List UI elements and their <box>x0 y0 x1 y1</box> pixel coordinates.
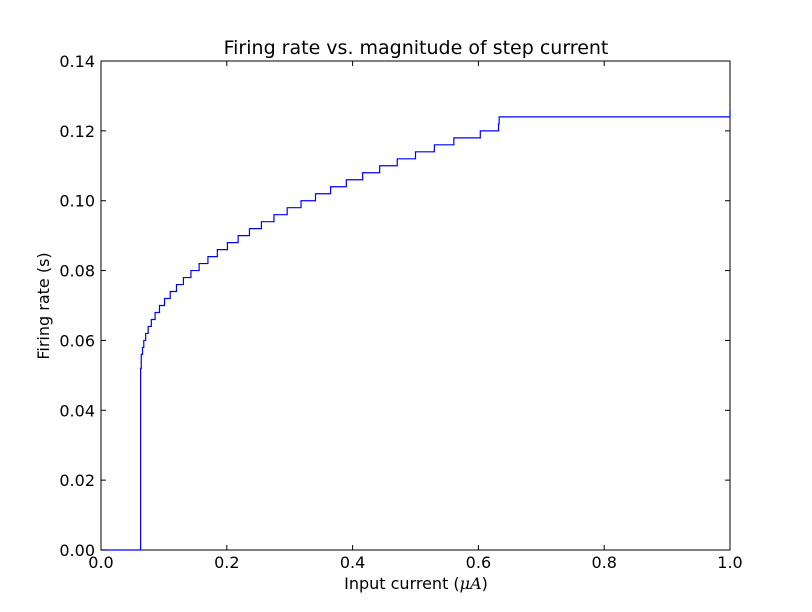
y-tick-label: 0.06 <box>59 331 95 350</box>
series-line-0 <box>101 109 731 551</box>
plot-area: 0.0 0.2 0.4 0.6 0.8 1.0 0.00 0.02 0.04 0.06 0.08 0.… <box>59 52 742 572</box>
x-axis-label-close: ) <box>482 574 488 593</box>
x-tick-label: 0.6 <box>466 553 491 572</box>
y-tick-label: 0.08 <box>59 262 95 281</box>
y-tick-label: 0.10 <box>59 192 95 211</box>
y-tick-label: 0.00 <box>59 541 95 560</box>
x-tick-label: 0.2 <box>214 553 239 572</box>
x-tick-label: 0.0 <box>88 553 113 572</box>
x-tick-label: 1.0 <box>717 553 742 572</box>
x-axis-label-text: Input current ( <box>344 574 460 593</box>
x-tick-label: 0.4 <box>340 553 365 572</box>
y-tick-label: 0.14 <box>59 52 95 71</box>
y-tick-label: 0.04 <box>59 401 95 420</box>
y-tick-label: 0.12 <box>59 122 95 141</box>
plot-frame <box>100 60 731 551</box>
y-axis-label: Firing rate (s) <box>34 252 53 359</box>
x-axis-label-unit: μA <box>460 574 482 593</box>
y-tick-label: 0.02 <box>59 471 95 490</box>
chart-title: Firing rate vs. magnitude of step curren… <box>224 37 609 59</box>
x-tick-label: 0.8 <box>591 553 616 572</box>
x-axis-label: Input current (μA) <box>344 574 488 593</box>
